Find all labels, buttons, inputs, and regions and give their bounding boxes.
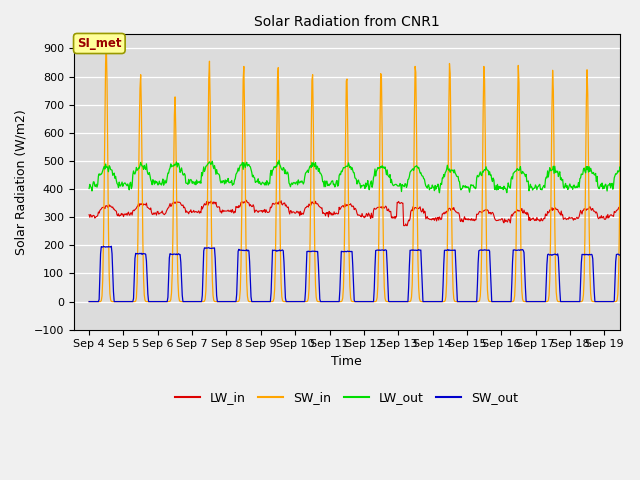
Line: SW_in: SW_in [89, 44, 639, 301]
SW_out [252, 299, 259, 304]
LW_out [635, 183, 640, 189]
SW_out [85, 299, 93, 304]
LW_in [252, 208, 259, 214]
LW_out [85, 186, 93, 192]
LW_in [150, 210, 157, 216]
Line: LW_out: LW_out [89, 160, 639, 193]
Text: SI_met: SI_met [77, 37, 122, 50]
Title: Solar Radiation from CNR1: Solar Radiation from CNR1 [254, 15, 440, 29]
LW_out [278, 167, 286, 173]
SW_in [635, 299, 640, 304]
LW_in [452, 209, 460, 215]
LW_out [436, 190, 444, 196]
SW_in [300, 299, 307, 304]
LW_out [452, 173, 460, 179]
Line: SW_out: SW_out [89, 246, 639, 301]
SW_out [421, 299, 429, 304]
LW_out [251, 175, 259, 180]
SW_in [421, 299, 429, 304]
LW_in [278, 202, 286, 208]
LW_in [422, 216, 429, 222]
SW_in [252, 299, 259, 304]
LW_in [400, 223, 408, 228]
SW_out [278, 247, 286, 253]
LW_in [242, 197, 250, 203]
SW_in [102, 41, 110, 47]
LW_out [300, 181, 307, 187]
Legend: LW_in, SW_in, LW_out, SW_out: LW_in, SW_in, LW_out, SW_out [170, 386, 524, 409]
SW_in [278, 298, 286, 303]
SW_in [150, 299, 158, 304]
SW_out [108, 243, 115, 249]
LW_in [300, 211, 307, 217]
X-axis label: Time: Time [332, 355, 362, 368]
LW_out [421, 180, 429, 186]
SW_out [452, 265, 460, 271]
Y-axis label: Solar Radiation (W/m2): Solar Radiation (W/m2) [15, 109, 28, 255]
SW_in [85, 299, 93, 304]
LW_in [85, 212, 93, 217]
LW_out [150, 179, 157, 184]
LW_out [275, 157, 283, 163]
SW_out [635, 299, 640, 304]
LW_in [635, 214, 640, 219]
SW_in [452, 299, 460, 304]
SW_out [300, 299, 307, 304]
Line: LW_in: LW_in [89, 200, 639, 226]
SW_out [150, 299, 158, 304]
